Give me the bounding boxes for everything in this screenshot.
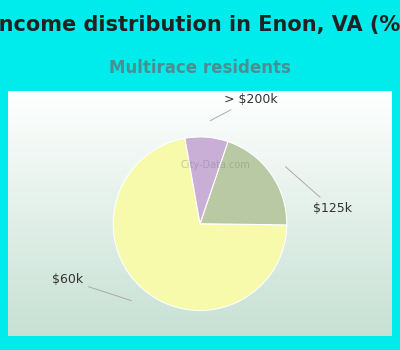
Wedge shape: [113, 138, 287, 310]
Text: > $200k: > $200k: [210, 93, 278, 121]
Text: Income distribution in Enon, VA (%): Income distribution in Enon, VA (%): [0, 15, 400, 35]
Text: Multirace residents: Multirace residents: [109, 59, 291, 77]
Text: $125k: $125k: [286, 167, 352, 215]
Text: $60k: $60k: [52, 273, 131, 301]
Wedge shape: [185, 137, 228, 224]
Wedge shape: [200, 141, 287, 225]
Text: City-Data.com: City-Data.com: [180, 160, 250, 169]
